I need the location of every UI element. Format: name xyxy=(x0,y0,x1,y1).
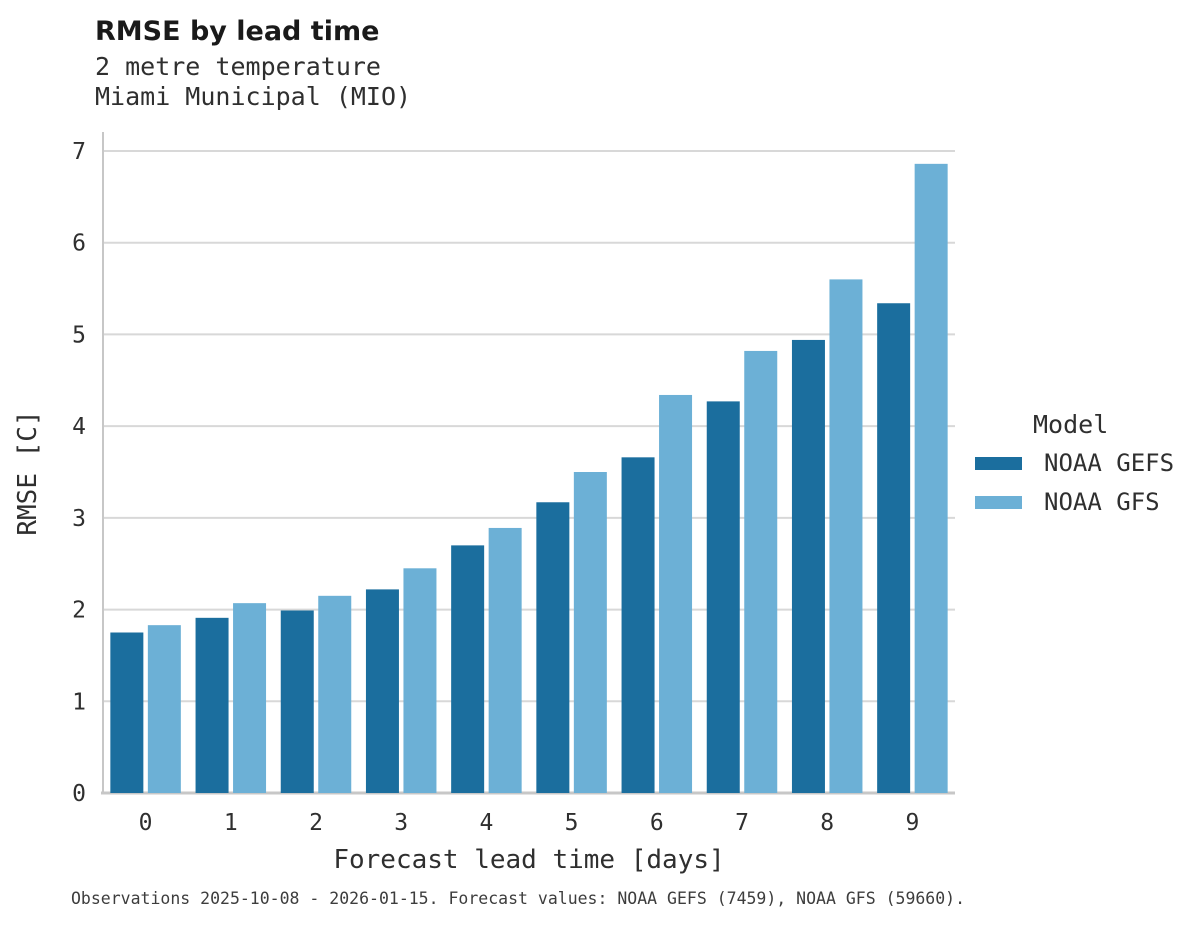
bar-noaa-gefs-lead-4 xyxy=(451,545,485,793)
legend-label-gefs: NOAA GEFS xyxy=(1044,449,1175,477)
bar-noaa-gfs-lead-7 xyxy=(744,350,778,793)
bar-noaa-gfs-lead-5 xyxy=(573,472,607,793)
x-tick-label-5: 5 xyxy=(565,810,579,836)
bar-noaa-gefs-lead-3 xyxy=(365,589,399,793)
bar-noaa-gefs-lead-2 xyxy=(280,610,314,793)
x-tick-label-6: 6 xyxy=(650,810,664,836)
bar-noaa-gefs-lead-6 xyxy=(621,457,655,793)
bar-noaa-gfs-lead-2 xyxy=(318,595,352,793)
y-tick-label-4: 4 xyxy=(72,414,86,440)
bar-noaa-gfs-lead-8 xyxy=(829,279,863,793)
x-tick-label-1: 1 xyxy=(224,810,238,836)
legend-swatch-gefs xyxy=(975,456,1022,470)
bar-noaa-gefs-lead-8 xyxy=(791,339,825,793)
legend-label-gfs: NOAA GFS xyxy=(1044,488,1160,516)
y-tick-label-7: 7 xyxy=(72,139,86,165)
x-tick-label-4: 4 xyxy=(479,810,493,836)
chart-subtitle-variable: 2 metre temperature xyxy=(95,52,381,81)
y-axis-label: RMSE [C] xyxy=(13,410,43,536)
bar-noaa-gefs-lead-0 xyxy=(110,632,144,793)
y-tick-label-2: 2 xyxy=(72,598,86,624)
x-tick-label-9: 9 xyxy=(905,810,919,836)
bar-noaa-gefs-lead-1 xyxy=(195,617,229,793)
bar-noaa-gefs-lead-9 xyxy=(877,303,911,793)
x-tick-label-7: 7 xyxy=(735,810,749,836)
chart-title: RMSE by lead time xyxy=(95,16,380,47)
y-tick-label-6: 6 xyxy=(72,231,86,257)
chart-subtitle-station: Miami Municipal (MIO) xyxy=(95,82,412,111)
legend-title: Model xyxy=(1033,410,1109,439)
bar-noaa-gefs-lead-7 xyxy=(706,401,740,793)
bar-noaa-gfs-lead-6 xyxy=(659,394,693,793)
bar-noaa-gfs-lead-0 xyxy=(147,625,181,793)
legend-entry-gefs: NOAA GEFS xyxy=(975,449,1174,477)
y-tick-label-5: 5 xyxy=(72,322,86,348)
bar-noaa-gfs-lead-4 xyxy=(488,527,522,793)
x-tick-label-2: 2 xyxy=(309,810,323,836)
bar-noaa-gfs-lead-1 xyxy=(233,603,267,793)
x-tick-label-3: 3 xyxy=(394,810,408,836)
legend-swatch-gfs xyxy=(975,495,1022,509)
x-tick-label-0: 0 xyxy=(139,810,153,836)
x-axis-label: Forecast lead time [days] xyxy=(333,845,725,875)
bar-noaa-gefs-lead-5 xyxy=(536,502,570,793)
y-tick-label-0: 0 xyxy=(72,781,86,807)
legend: Model NOAA GEFS NOAA GFS xyxy=(975,410,1174,527)
legend-entry-gfs: NOAA GFS xyxy=(975,488,1174,516)
caption: Observations 2025-10-08 - 2026-01-15. Fo… xyxy=(71,889,966,908)
bar-noaa-gfs-lead-9 xyxy=(914,163,948,794)
x-tick-label-8: 8 xyxy=(820,810,834,836)
bar-noaa-gfs-lead-3 xyxy=(403,568,437,793)
y-tick-label-1: 1 xyxy=(72,689,86,715)
y-tick-label-3: 3 xyxy=(72,506,86,532)
